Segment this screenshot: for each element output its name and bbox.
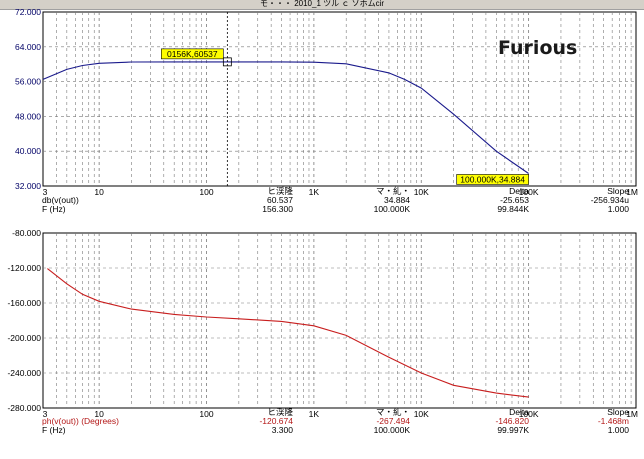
phase-plot[interactable]: -80.000 -120.000 -160.000 -200.000 -240.000 -… [7, 228, 638, 419]
readout-header: ヒ渓隆 [267, 407, 293, 417]
readout-value: -25.653 [500, 195, 529, 205]
y-tick-label: 48.000 [15, 111, 41, 121]
y-tick-label: -200.000 [7, 333, 41, 343]
readout-row-label: ph(v(out)) (Degrees) [42, 416, 119, 426]
x-tick-label: 100 [199, 409, 213, 419]
y-tick-label: -160.000 [7, 298, 41, 308]
x-tick-label: 100 [199, 187, 213, 197]
readout-value: 34.884 [384, 195, 410, 205]
readout-value: 100.000K [374, 425, 411, 435]
cursor-badge [161, 48, 224, 60]
cursor-badge [456, 174, 529, 185]
readout-header: Delta [509, 186, 529, 196]
trace-line [47, 268, 529, 398]
readout-value: -256.934u [591, 195, 630, 205]
window-title: モ・・・ 2010_1 ツル ｃ ソホムcir [259, 0, 385, 8]
readout-value: -120.674 [259, 416, 293, 426]
x-tick-label: 10 [94, 187, 104, 197]
phase-readout: ヒ渓隆 マ・糺・ Delta Slope ph(v(out)) (Degrees) -12… [42, 407, 629, 435]
plot-frame [42, 11, 637, 187]
readout-header: マ・糺・ [376, 186, 410, 196]
readout-row-label: F (Hz) [42, 204, 66, 214]
readout-row-label: F (Hz) [42, 425, 66, 435]
x-tick-label: 10 [94, 409, 104, 419]
readout-value: 99.997K [497, 425, 529, 435]
readout-value: -146.820 [495, 416, 529, 426]
x-tick-label: 1M [626, 409, 638, 419]
x-tick-label: 100K [519, 409, 539, 419]
annotation-text: Furious [498, 37, 577, 59]
y-tick-label: -80.000 [12, 228, 41, 238]
y-tick-label: 32.000 [15, 181, 41, 191]
readout-header: Delta [509, 407, 529, 417]
readout-row-label: db(v(out)) [42, 195, 79, 205]
plot-frame [42, 232, 637, 409]
readout-value: 1.000 [608, 425, 630, 435]
readout-value: 1.000 [608, 204, 630, 214]
cursor-badge-label: 100.000K,34.884 [460, 174, 525, 184]
cursor-badge-label: 0156K,60537 [167, 49, 218, 59]
x-tick-label: 100K [519, 187, 539, 197]
readout-value: 100.000K [374, 204, 411, 214]
readout-value: 156.300 [262, 204, 293, 214]
x-tick-label: 1M [626, 187, 638, 197]
x-tick-label: 3 [43, 187, 48, 197]
trace-line [42, 61, 529, 174]
x-tick-label: 10K [414, 187, 429, 197]
y-tick-label: 56.000 [15, 77, 41, 87]
magnitude-readout: ヒ渓隆 マ・糺・ Delta Slope db(v(out)) 60.537 34.884 -… [42, 186, 629, 214]
readout-value: -267.494 [376, 416, 410, 426]
y-tick-label: 72.000 [15, 7, 41, 17]
readout-header: Slope [607, 186, 629, 196]
readout-value: 3.300 [272, 425, 294, 435]
title-bar: モ・・・ 2010_1 ツル ｃ ソホムcir [0, 0, 644, 10]
y-tick-label: -240.000 [7, 368, 41, 378]
readout-header: ヒ渓隆 [267, 186, 293, 196]
x-tick-label: 3 [43, 409, 48, 419]
y-tick-label: -280.000 [7, 403, 41, 413]
readout-value: 99.844K [497, 204, 529, 214]
readout-value: 60.537 [267, 195, 293, 205]
x-tick-label: 1K [309, 409, 320, 419]
readout-header: Slope [607, 407, 629, 417]
y-tick-label: 40.000 [15, 146, 41, 156]
y-tick-label: 64.000 [15, 42, 41, 52]
x-tick-label: 10K [414, 409, 429, 419]
readout-header: マ・糺・ [376, 407, 410, 417]
cursor-marker[interactable] [222, 57, 232, 67]
x-tick-label: 1K [309, 187, 320, 197]
readout-value: -1.468m [598, 416, 629, 426]
y-tick-label: -120.000 [7, 263, 41, 273]
